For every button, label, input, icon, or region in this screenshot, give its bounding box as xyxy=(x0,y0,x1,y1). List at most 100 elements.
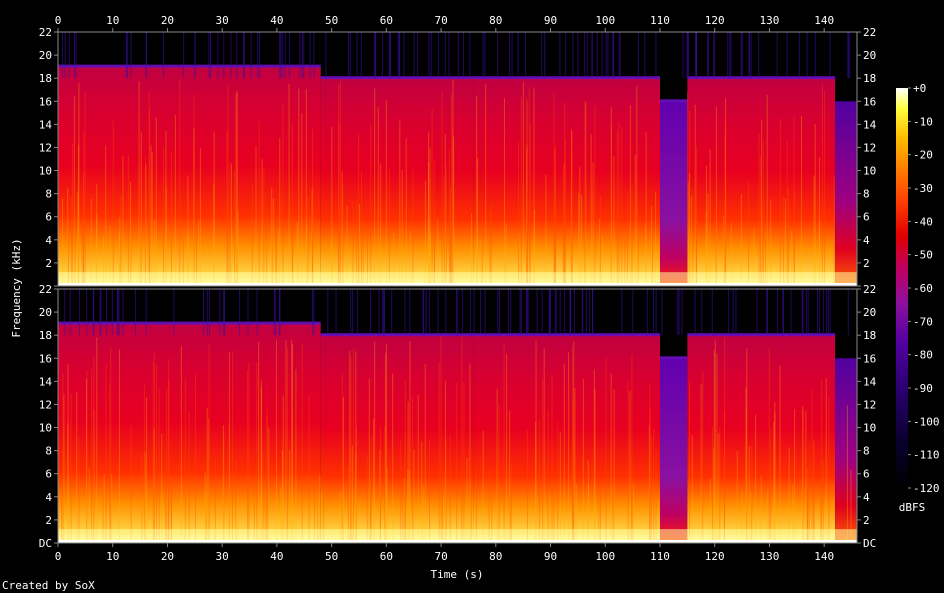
x-tick-label: 90 xyxy=(544,550,557,563)
striations xyxy=(62,79,835,286)
y-tick-label: 8 xyxy=(45,445,52,458)
transient-lines xyxy=(64,289,849,336)
y-tick-label: DC xyxy=(863,537,876,550)
y-tick-label: 12 xyxy=(39,398,52,411)
colorbar-tick-label: -30 xyxy=(913,182,933,195)
spectrogram-segment xyxy=(835,101,857,286)
x-tick-label: 140 xyxy=(814,550,834,563)
y-tick-label: 10 xyxy=(39,422,52,435)
y-tick-label: 18 xyxy=(39,329,52,342)
y-tick-label: 14 xyxy=(863,118,877,131)
y-tick-label: 8 xyxy=(45,188,52,201)
y-tick-label: 18 xyxy=(863,72,876,85)
colorbar-label: dBFS xyxy=(899,501,926,514)
y-tick-label: 12 xyxy=(863,398,876,411)
spectrogram-segment xyxy=(687,78,836,286)
x-tick-label: 20 xyxy=(161,550,174,563)
y-tick-label: 6 xyxy=(863,211,870,224)
spectrogram-segment xyxy=(473,335,660,543)
colorbar-tick-label: -100 xyxy=(913,415,940,428)
spectrogram-segment xyxy=(687,335,836,543)
transient-lines xyxy=(61,32,850,79)
colorbar: +0 -10 -20 -30 -40 -50 -60 -70 -80 -90 -100 -110 -12… xyxy=(896,82,940,514)
colorbar-tick-label: -40 xyxy=(913,215,933,228)
cutoff-edge xyxy=(473,76,660,80)
y-tick-label: 4 xyxy=(45,234,52,247)
y-tick-label: 4 xyxy=(45,491,52,504)
spectrogram-segment xyxy=(320,78,474,286)
x-tick-label: 60 xyxy=(380,550,393,563)
low-frequency-band xyxy=(58,272,857,286)
y-tick-label: 2 xyxy=(45,514,52,527)
x-axis-label: Time (s) xyxy=(431,568,484,581)
x-tick-label-top: 20 xyxy=(161,14,174,27)
y-tick-label: 16 xyxy=(39,352,52,365)
cutoff-edge xyxy=(473,333,660,337)
x-tick-label-top: 60 xyxy=(380,14,393,27)
colorbar-ticks: +0 -10 -20 -30 -40 -50 -60 -70 -80 -90 -100 -110 -12… xyxy=(908,82,940,495)
panel-frame xyxy=(57,31,858,287)
cutoff-edge xyxy=(659,99,688,103)
spectrogram-segment xyxy=(835,358,857,543)
y-tick-label: 12 xyxy=(863,141,876,154)
x-tick-label: 70 xyxy=(434,550,447,563)
cutoff-edge xyxy=(320,333,474,337)
y-tick-label: 20 xyxy=(863,306,876,319)
x-tick-label-top: 10 xyxy=(106,14,119,27)
colorbar-tick-label: +0 xyxy=(913,82,926,95)
spectrogram-segment xyxy=(320,335,474,543)
y-axis-label: Frequency (kHz) xyxy=(10,238,23,337)
colorbar-tick-label: -50 xyxy=(913,249,933,262)
panel-frame xyxy=(57,288,858,544)
x-tick-label-top: 100 xyxy=(595,14,615,27)
x-tick-label-top: 50 xyxy=(325,14,338,27)
x-tick-label: 110 xyxy=(650,550,670,563)
cutoff-edge xyxy=(687,76,836,80)
striations xyxy=(60,336,852,543)
y-tick-label: 18 xyxy=(39,72,52,85)
y-tick-label: 2 xyxy=(863,257,870,270)
x-tick-label-top: 130 xyxy=(760,14,780,27)
x-tick-label-top: 80 xyxy=(489,14,502,27)
cutoff-edge xyxy=(58,64,321,68)
y-tick-label: 16 xyxy=(39,95,52,108)
y-tick-label: 6 xyxy=(863,468,870,481)
cutoff-edge xyxy=(659,356,688,360)
x-tick-label: 120 xyxy=(705,550,725,563)
y-tick-label: DC xyxy=(39,537,52,550)
x-tick-label-top: 90 xyxy=(544,14,557,27)
x-tick-label: 40 xyxy=(270,550,283,563)
spectrogram-segment xyxy=(58,323,321,543)
spectrogram-segment xyxy=(473,78,660,286)
y-tick-label: 22 xyxy=(863,283,876,296)
y-tick-label: 10 xyxy=(863,165,876,178)
y-tick-label: 12 xyxy=(39,141,52,154)
y-tick-label: 10 xyxy=(39,165,52,178)
y-tick-label: 10 xyxy=(863,422,876,435)
colorbar-tick-label: -120 xyxy=(913,482,940,495)
x-tick-label: 50 xyxy=(325,550,338,563)
x-tick-label: 130 xyxy=(760,550,780,563)
y-tick-label: 18 xyxy=(863,329,876,342)
x-tick-label-top: 70 xyxy=(434,14,447,27)
dc-band xyxy=(58,540,857,543)
channel-2-spectrogram xyxy=(58,289,857,543)
y-tick-label: 14 xyxy=(39,375,53,388)
y-tick-label: 2 xyxy=(45,257,52,270)
y-tick-label: 22 xyxy=(39,283,52,296)
colorbar-tick-label: -60 xyxy=(913,282,933,295)
y-tick-label: 2 xyxy=(863,514,870,527)
cutoff-edge xyxy=(320,76,474,80)
y-tick-label: 4 xyxy=(863,234,870,247)
colorbar-tick-label: -10 xyxy=(913,115,933,128)
y-tick-label: 6 xyxy=(45,468,52,481)
x-tick-label: 0 xyxy=(55,550,62,563)
x-tick-label-top: 140 xyxy=(814,14,834,27)
spectrogram-segment xyxy=(659,358,688,543)
y-tick-label: 16 xyxy=(863,352,876,365)
x-tick-label: 80 xyxy=(489,550,502,563)
cutoff-edge xyxy=(687,333,836,337)
x-tick-label: 30 xyxy=(216,550,229,563)
